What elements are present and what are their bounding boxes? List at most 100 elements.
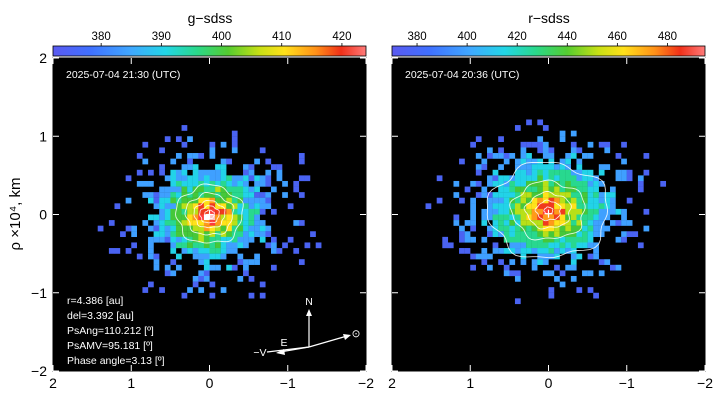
heatmap-cell [498,192,504,198]
heatmap-cell [187,208,193,215]
heatmap-cell [226,248,233,254]
heatmap-cell [220,197,227,204]
heatmap-cell [226,158,233,165]
heatmap-cell [487,147,493,154]
heatmap-cell [537,119,544,126]
heatmap-cell [554,242,560,249]
heatmap-cell [559,130,566,137]
heatmap-cell [514,248,521,254]
heatmap-cell [487,264,493,271]
heatmap-cell [548,292,555,299]
heatmap-cell [209,153,216,159]
heatmap-cell [270,164,277,170]
heatmap-cell [175,214,182,221]
heatmap-cell [526,197,532,204]
panel-title: r−sdss [528,10,570,26]
heatmap-cell [231,236,238,243]
heatmap-cell [470,214,476,221]
heatmap-cell [243,264,249,271]
heatmap-cell [187,242,193,249]
heatmap-cell [248,186,255,193]
heatmap-cell [576,236,583,243]
heatmap-cell [231,141,238,148]
heatmap-cell [481,259,488,265]
heatmap-cell [660,180,667,187]
x-tick-label: −1 [280,375,296,391]
heatmap-cell [142,180,149,187]
heatmap-cell [514,214,521,221]
heatmap-cell [565,186,572,193]
heatmap-cell [537,259,544,265]
heatmap-cell [526,242,532,249]
heatmap-cell [159,220,165,226]
heatmap-cell [226,203,233,210]
heatmap-cell [548,236,555,243]
heatmap-cell [192,275,199,282]
heatmap-cell [537,197,544,204]
heatmap-cell [131,242,137,249]
heatmap-cell [593,180,599,187]
heatmap-cell [598,225,605,232]
heatmap-cell [514,164,521,170]
heatmap-cell [537,248,544,254]
geometry-line: r=4.386 [au] [67,295,123,307]
heatmap-cell [181,203,188,210]
heatmap-cell [570,208,577,215]
heatmap-cell [559,186,566,193]
heatmap-cell [520,236,527,243]
heatmap-cell [548,192,555,198]
heatmap-cell [576,147,583,154]
heatmap-cell [453,214,460,221]
heatmap-cell [509,270,516,277]
heatmap-cell [243,208,249,215]
heatmap-cell [520,231,527,238]
heatmap-cell [520,208,527,215]
heatmap-cell [582,180,588,187]
heatmap-cell [164,264,171,271]
heatmap-cell [181,236,188,243]
heatmap-cell [237,186,244,193]
heatmap-cell [531,180,538,187]
heatmap-cell [259,180,266,187]
heatmap-cell [526,169,532,176]
heatmap-cell [503,231,510,238]
heatmap-cell [464,220,471,226]
heatmap-cell [164,186,171,193]
heatmap-cell [593,242,599,249]
heatmap-cell [554,248,560,254]
heatmap-cell [537,169,544,176]
heatmap-cell [542,153,549,159]
heatmap-cell [159,225,165,232]
heatmap-cell [637,242,644,249]
heatmap-cell [598,197,605,204]
heatmap-cell [287,236,294,243]
heatmap-cell [215,169,221,176]
heatmap-cell [187,175,193,182]
heatmap-cell [270,186,277,193]
heatmap-cell [203,186,210,193]
heatmap-cell [632,231,639,238]
heatmap-cell [587,192,594,198]
heatmap-cell [243,175,249,182]
heatmap-cell [470,253,476,260]
heatmap-cell [209,292,216,299]
heatmap-cell [559,225,566,232]
heatmap-cell [175,242,182,249]
x-tick-label: −2 [697,375,713,391]
heatmap-cell [198,242,205,249]
colorbar-tick-label: 410 [272,31,291,43]
heatmap-cell [159,287,165,293]
heatmap-cell [142,192,149,198]
y-tick-label: 2 [39,50,47,66]
heatmap-cell [643,153,650,159]
heatmap-cell [215,197,221,204]
heatmap-cell [192,153,199,159]
heatmap-cell [159,147,165,154]
heatmap-cell [192,281,199,288]
heatmap-cell [220,169,227,176]
heatmap-cell [526,158,532,165]
heatmap-cell [231,130,238,137]
heatmap-cell [203,231,210,238]
heatmap-cell [436,197,443,204]
